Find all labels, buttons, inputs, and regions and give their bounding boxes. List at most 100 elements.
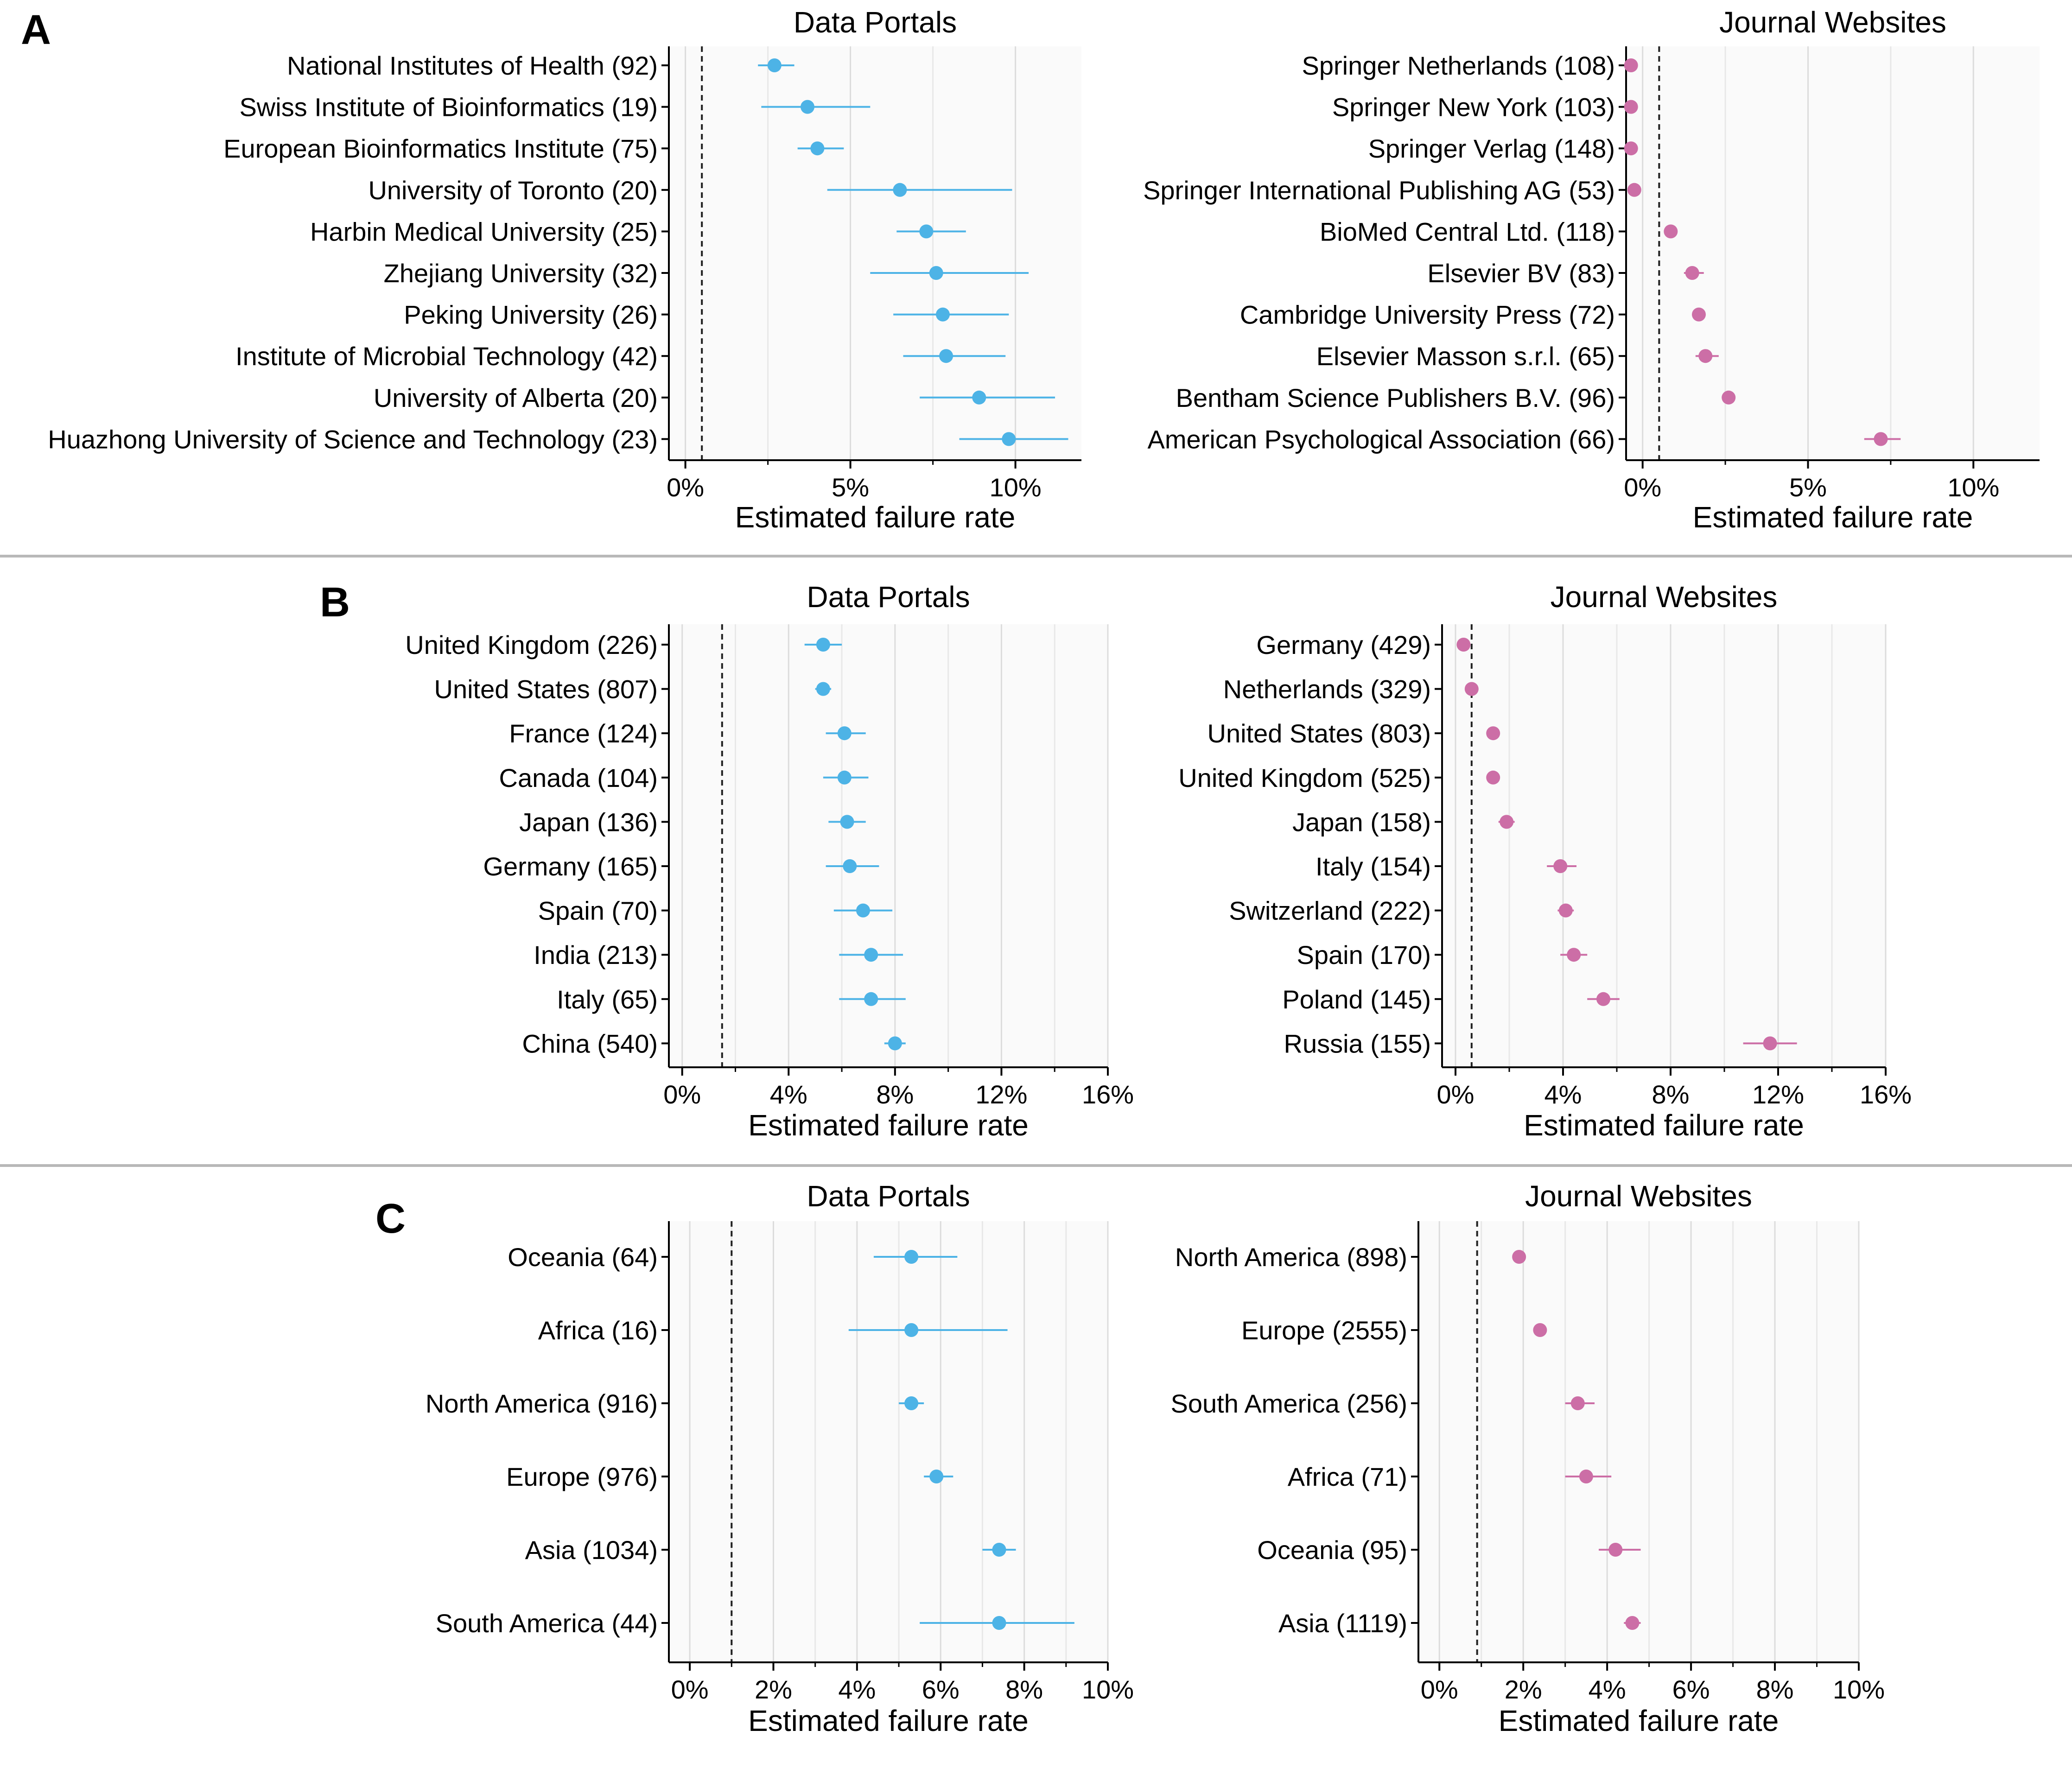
data-point: [1763, 1036, 1777, 1051]
category-label: Oceania (95): [1257, 1535, 1407, 1565]
chart-title: Data Portals: [794, 6, 957, 39]
x-tick-label: 10%: [1833, 1675, 1885, 1704]
x-tick-label: 4%: [770, 1080, 807, 1109]
category-label: Russia (155): [1284, 1029, 1431, 1058]
x-axis-label: Estimated failure rate: [1499, 1704, 1779, 1737]
category-label: Africa (71): [1288, 1462, 1407, 1491]
data-point: [1625, 1616, 1640, 1630]
category-label: United Kingdom (525): [1178, 763, 1431, 792]
chart-title: Data Portals: [807, 580, 970, 614]
data-point: [1567, 948, 1581, 962]
x-tick-label: 0%: [1421, 1675, 1458, 1704]
data-point: [935, 307, 950, 322]
category-label: Europe (2555): [1241, 1316, 1407, 1345]
category-label: Asia (1034): [525, 1535, 658, 1565]
x-tick-label: 8%: [1652, 1080, 1690, 1109]
data-point: [816, 682, 830, 696]
category-label: Italy (154): [1316, 852, 1431, 881]
x-tick-label: 16%: [1082, 1080, 1134, 1109]
plot-background: [1442, 624, 1886, 1067]
data-point: [929, 266, 943, 280]
data-point: [893, 183, 907, 197]
category-label: South America (44): [436, 1609, 658, 1638]
x-axis-label: Estimated failure rate: [1524, 1109, 1804, 1142]
category-label: Poland (145): [1282, 985, 1431, 1014]
data-point: [1553, 859, 1568, 873]
data-point: [888, 1036, 902, 1051]
category-label: Huazhong University of Science and Techn…: [48, 425, 658, 454]
category-label: National Institutes of Health (92): [287, 51, 658, 80]
data-point: [1664, 224, 1678, 239]
category-label: South America (256): [1171, 1389, 1407, 1418]
x-tick-label: 12%: [975, 1080, 1027, 1109]
panel-letter-a: A: [21, 7, 51, 53]
chart-title: Journal Websites: [1525, 1179, 1752, 1213]
category-label: India (213): [534, 940, 658, 970]
data-point: [1624, 58, 1638, 72]
category-label: Harbin Medical University (25): [310, 217, 658, 246]
category-label: Germany (429): [1256, 630, 1431, 659]
category-label: Italy (65): [557, 985, 658, 1014]
category-label: United Kingdom (226): [405, 630, 658, 659]
data-point: [810, 141, 825, 156]
x-tick-label: 5%: [1789, 473, 1827, 502]
data-point: [939, 349, 953, 363]
data-point: [801, 100, 815, 114]
x-axis-label: Estimated failure rate: [1693, 501, 1973, 534]
x-tick-label: 10%: [1082, 1675, 1134, 1704]
category-label: Asia (1119): [1278, 1609, 1407, 1638]
category-label: North America (916): [426, 1389, 658, 1418]
panel-letter-b: B: [320, 579, 350, 626]
data-point: [816, 638, 830, 652]
chart-title: Data Portals: [807, 1179, 970, 1213]
x-tick-label: 6%: [922, 1675, 960, 1704]
x-tick-label: 6%: [1672, 1675, 1710, 1704]
x-tick-label: 0%: [667, 473, 704, 502]
data-point: [1624, 141, 1638, 156]
data-point: [1500, 815, 1514, 829]
data-point: [992, 1616, 1006, 1630]
x-axis-label: Estimated failure rate: [735, 501, 1016, 534]
category-label: Elsevier Masson s.r.l. (65): [1316, 342, 1615, 371]
data-point: [1685, 266, 1699, 280]
data-point: [929, 1470, 944, 1483]
category-label: University of Toronto (20): [368, 176, 658, 205]
panel-a-right-chart: 0% 5% 10% Journal Websites Estimated failure…: [1143, 6, 2040, 534]
chart-title: Journal Websites: [1551, 580, 1778, 614]
x-tick-label: 0%: [671, 1675, 709, 1704]
data-point: [1624, 100, 1638, 114]
x-tick-label: 8%: [876, 1080, 914, 1109]
category-label: Zhejiang University (32): [384, 259, 658, 288]
panel-a-left-chart: 0% 5% 10% Data Portals Estimated failure rat…: [48, 6, 1081, 534]
category-label: Canada (104): [499, 763, 658, 792]
data-point: [1002, 432, 1016, 446]
data-point: [992, 1543, 1006, 1557]
data-point: [904, 1250, 919, 1264]
category-label: Cambridge University Press (72): [1240, 300, 1615, 330]
data-point: [1596, 992, 1610, 1006]
category-label: Bentham Science Publishers B.V. (96): [1176, 383, 1615, 412]
category-label: Peking University (26): [404, 300, 658, 330]
data-point: [837, 726, 852, 741]
data-point: [1874, 432, 1888, 446]
x-axis-label: Estimated failure rate: [748, 1109, 1029, 1142]
data-point: [1486, 726, 1500, 741]
category-label: BioMed Central Ltd. (118): [1320, 217, 1615, 246]
category-label: European Bioinformatics Institute (75): [223, 134, 658, 163]
category-label: Springer International Publishing AG (53…: [1143, 176, 1615, 205]
data-point: [1722, 390, 1736, 405]
x-tick-label: 4%: [1589, 1675, 1626, 1704]
data-point: [1570, 1396, 1585, 1410]
panel-c-left-chart: 0% 2% 4% 6% 8% 10% Data Portals Estimated failu…: [426, 1179, 1134, 1737]
x-tick-label: 0%: [1437, 1080, 1475, 1109]
category-label: Japan (136): [519, 807, 658, 836]
data-point: [1558, 903, 1573, 918]
x-tick-label: 0%: [1624, 473, 1661, 502]
data-point: [1464, 682, 1479, 696]
x-tick-label: 10%: [1947, 473, 1999, 502]
panel-b-right-chart: 0% 4% 8% 12% 16% Journal Websites Estimated fa…: [1178, 580, 1912, 1142]
category-label: China (540): [522, 1029, 658, 1058]
category-label: Springer New York (103): [1332, 93, 1615, 122]
data-point: [1691, 307, 1706, 322]
data-point: [972, 390, 986, 405]
